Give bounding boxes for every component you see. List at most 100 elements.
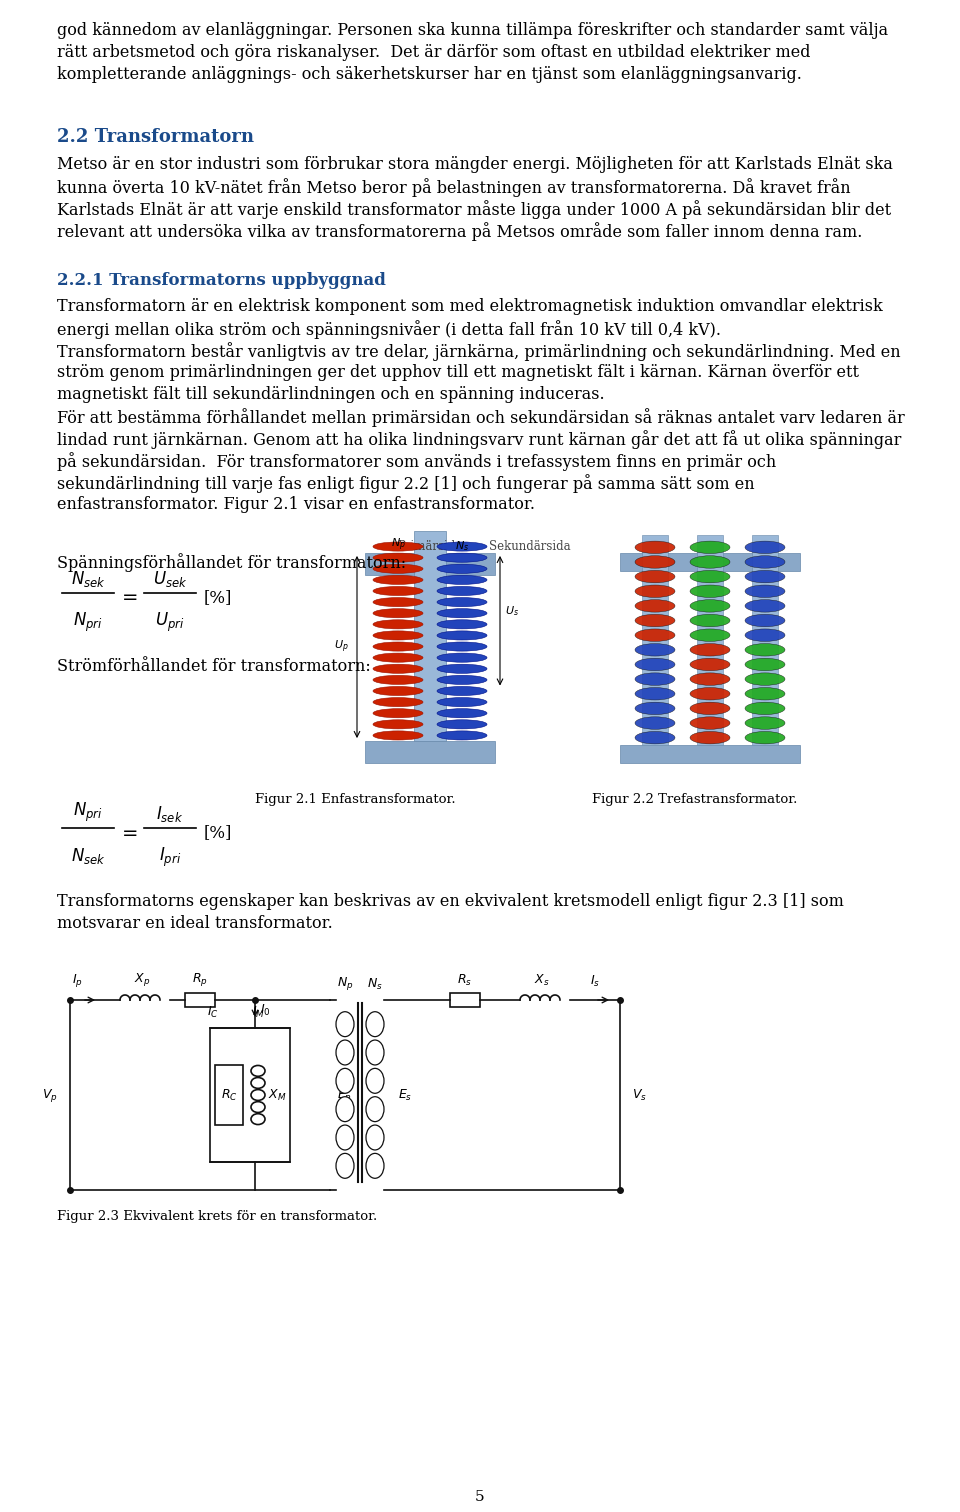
Ellipse shape — [690, 658, 730, 671]
Ellipse shape — [251, 1078, 265, 1089]
Ellipse shape — [437, 720, 487, 729]
Ellipse shape — [437, 653, 487, 662]
Text: $U_s$: $U_s$ — [505, 603, 519, 617]
Text: enfastransformator. Figur 2.1 visar en enfastransformator.: enfastransformator. Figur 2.1 visar en e… — [57, 496, 535, 513]
Text: ström genom primärlindningen ger det upphov till ett magnetiskt fält i kärnan. K: ström genom primärlindningen ger det upp… — [57, 364, 859, 381]
Text: magnetiskt fält till sekundärlindningen och en spänning induceras.: magnetiskt fält till sekundärlindningen … — [57, 386, 605, 404]
Ellipse shape — [437, 709, 487, 718]
Text: $U_p$: $U_p$ — [334, 638, 349, 655]
Ellipse shape — [635, 585, 675, 597]
Text: Sekundärsida: Sekundärsida — [490, 540, 571, 553]
Ellipse shape — [373, 620, 423, 629]
Text: Karlstads Elnät är att varje enskild transformator måste ligga under 1000 A på s: Karlstads Elnät är att varje enskild tra… — [57, 200, 891, 219]
Ellipse shape — [635, 629, 675, 641]
Bar — [450, 993, 480, 1007]
Bar — [620, 745, 800, 764]
Bar — [210, 1028, 290, 1163]
Bar — [642, 535, 668, 745]
Ellipse shape — [251, 1114, 265, 1125]
Text: $N_{sek}$: $N_{sek}$ — [71, 847, 106, 866]
Text: $U_{sek}$: $U_{sek}$ — [153, 569, 187, 590]
Ellipse shape — [373, 587, 423, 596]
Ellipse shape — [690, 585, 730, 597]
Ellipse shape — [635, 541, 675, 553]
Ellipse shape — [635, 658, 675, 671]
Bar — [752, 535, 778, 745]
Ellipse shape — [373, 597, 423, 606]
Text: $I_0$: $I_0$ — [260, 1002, 271, 1018]
Text: Figur 2.1 Enfastransformator.: Figur 2.1 Enfastransformator. — [254, 792, 455, 806]
Ellipse shape — [251, 1066, 265, 1077]
Ellipse shape — [437, 597, 487, 606]
Text: [%]: [%] — [204, 590, 232, 606]
Text: Transformatorns egenskaper kan beskrivas av en ekvivalent kretsmodell enligt fig: Transformatorns egenskaper kan beskrivas… — [57, 894, 844, 910]
Text: $I_{sek}$: $I_{sek}$ — [156, 804, 183, 824]
Ellipse shape — [366, 1154, 384, 1178]
Ellipse shape — [437, 541, 487, 550]
Ellipse shape — [745, 585, 785, 597]
Text: Figur 2.3 Ekvivalent krets för en transformator.: Figur 2.3 Ekvivalent krets för en transf… — [57, 1210, 377, 1223]
Text: kompletterande anläggnings- och säkerhetskurser har en tjänst som elanläggningsa: kompletterande anläggnings- och säkerhet… — [57, 67, 802, 83]
Ellipse shape — [690, 644, 730, 656]
Text: relevant att undersöka vilka av transformatorerna på Metsos område som faller in: relevant att undersöka vilka av transfor… — [57, 222, 862, 240]
Text: Strömförhållandet för transformatorn:: Strömförhållandet för transformatorn: — [57, 658, 371, 674]
Ellipse shape — [690, 688, 730, 700]
Ellipse shape — [635, 673, 675, 685]
Bar — [185, 993, 215, 1007]
Ellipse shape — [437, 643, 487, 652]
Text: $U_{pri}$: $U_{pri}$ — [156, 611, 184, 634]
Text: $I_{pri}$: $I_{pri}$ — [158, 847, 181, 869]
Bar — [697, 535, 723, 745]
Text: $X_p$: $X_p$ — [133, 971, 150, 987]
Text: god kännedom av elanläggningar. Personen ska kunna tillämpa föreskrifter och sta: god kännedom av elanläggningar. Personen… — [57, 23, 888, 39]
Ellipse shape — [745, 658, 785, 671]
Ellipse shape — [690, 541, 730, 553]
Ellipse shape — [373, 720, 423, 729]
Text: rätt arbetsmetod och göra riskanalyser.  Det är därför som oftast en utbildad el: rätt arbetsmetod och göra riskanalyser. … — [57, 44, 810, 60]
Text: $N_s$: $N_s$ — [455, 540, 469, 553]
Text: Primärsida: Primärsida — [397, 540, 463, 553]
Ellipse shape — [373, 697, 423, 706]
Ellipse shape — [635, 570, 675, 582]
Ellipse shape — [373, 564, 423, 573]
Ellipse shape — [635, 717, 675, 729]
Text: sekundärlindning till varje fas enligt figur 2.2 [1] och fungerar på samma sätt : sekundärlindning till varje fas enligt f… — [57, 473, 755, 493]
Ellipse shape — [366, 1096, 384, 1122]
Ellipse shape — [373, 676, 423, 685]
Ellipse shape — [366, 1125, 384, 1151]
Text: $N_s$: $N_s$ — [367, 977, 383, 992]
Ellipse shape — [373, 709, 423, 718]
Ellipse shape — [437, 587, 487, 596]
Ellipse shape — [336, 1125, 354, 1151]
Text: $N_{pri}$: $N_{pri}$ — [73, 801, 103, 824]
Bar — [414, 531, 446, 741]
Ellipse shape — [745, 541, 785, 553]
Ellipse shape — [745, 614, 785, 627]
Text: $X_M$: $X_M$ — [268, 1087, 286, 1102]
Ellipse shape — [437, 664, 487, 673]
Ellipse shape — [635, 702, 675, 715]
Text: $V_s$: $V_s$ — [632, 1087, 647, 1102]
Ellipse shape — [437, 553, 487, 562]
Text: Transformatorn består vanligtvis av tre delar, järnkärna, primärlindning och sek: Transformatorn består vanligtvis av tre … — [57, 342, 900, 361]
Ellipse shape — [690, 600, 730, 612]
Ellipse shape — [635, 688, 675, 700]
Ellipse shape — [745, 732, 785, 744]
Ellipse shape — [437, 697, 487, 706]
Ellipse shape — [635, 732, 675, 744]
Text: =: = — [122, 588, 138, 608]
Text: på sekundärsidan.  För transformatorer som används i trefassystem finns en primä: på sekundärsidan. För transformatorer so… — [57, 452, 777, 470]
Ellipse shape — [373, 631, 423, 640]
Ellipse shape — [690, 702, 730, 715]
Ellipse shape — [745, 688, 785, 700]
Text: $R_s$: $R_s$ — [458, 972, 472, 987]
Text: $E_p$: $E_p$ — [338, 1087, 352, 1104]
Ellipse shape — [336, 1012, 354, 1037]
Ellipse shape — [251, 1090, 265, 1101]
Text: [%]: [%] — [204, 824, 232, 842]
Bar — [365, 741, 495, 764]
Ellipse shape — [251, 1102, 265, 1113]
Text: $X_s$: $X_s$ — [535, 972, 550, 987]
Text: 5: 5 — [475, 1489, 485, 1504]
Text: $N_p$: $N_p$ — [391, 537, 405, 553]
